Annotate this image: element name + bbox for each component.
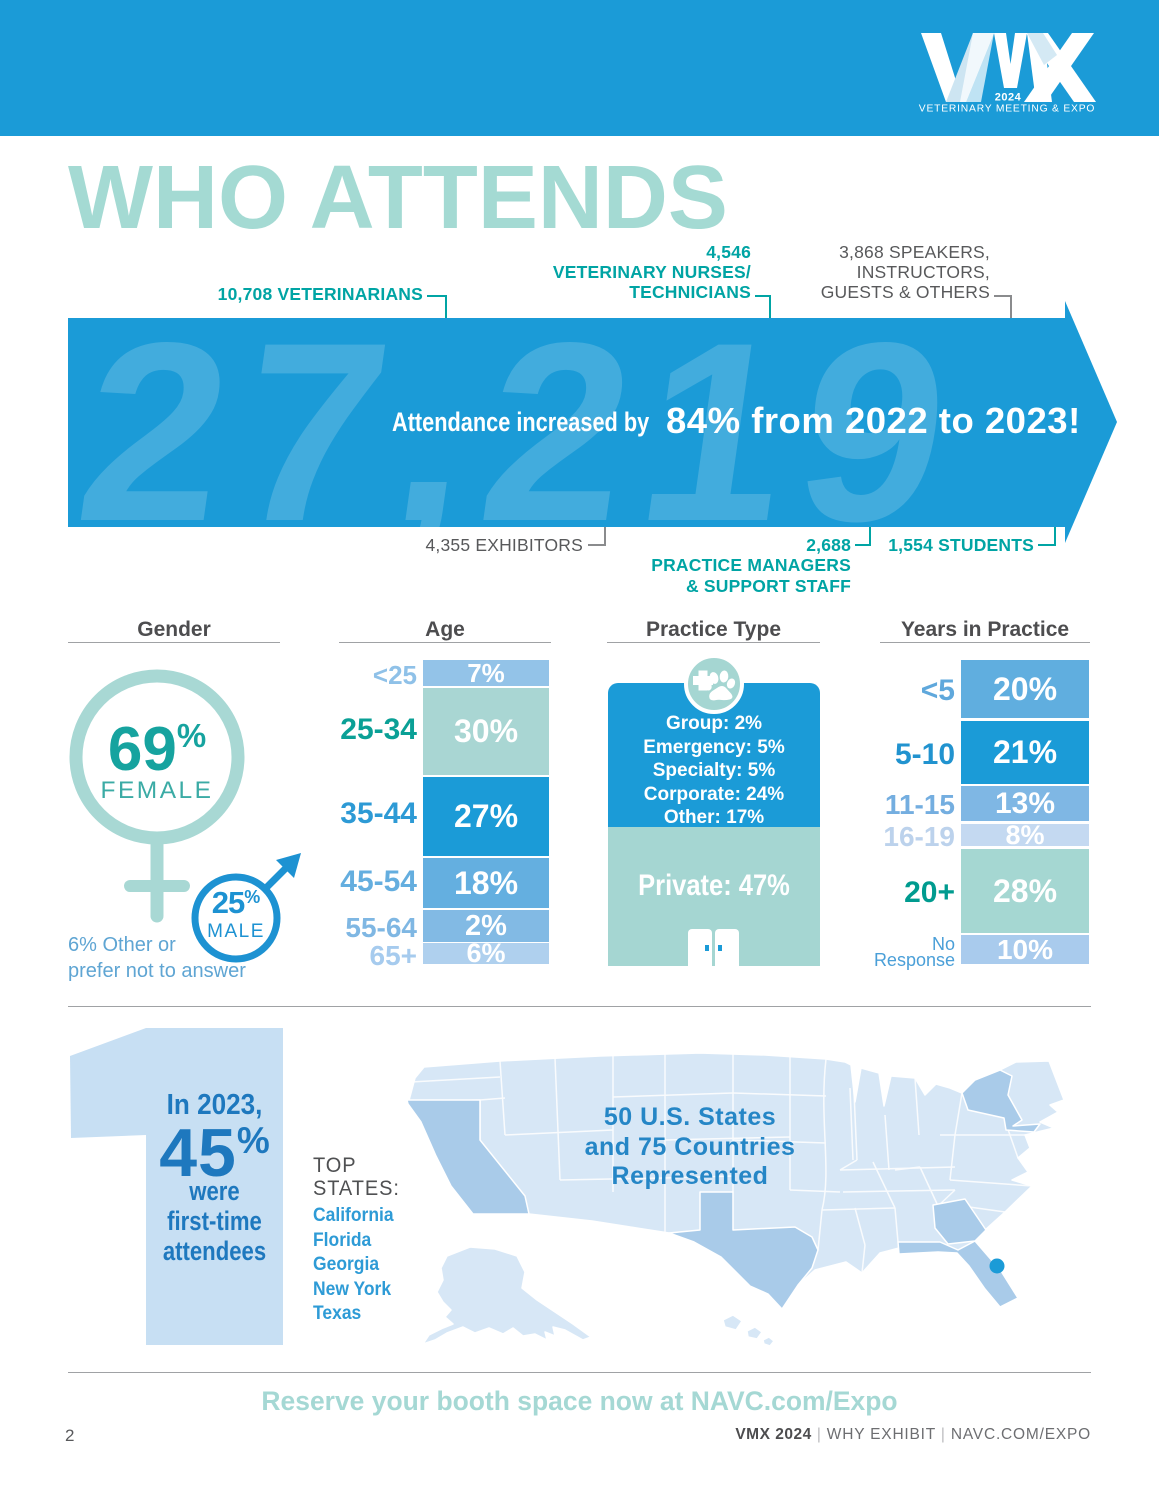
svg-text:VETERINARY MEETING & EXPO: VETERINARY MEETING & EXPO (919, 104, 1095, 115)
svg-text:27,219: 27,219 (64, 295, 980, 550)
svg-text:2024: 2024 (995, 92, 1022, 104)
